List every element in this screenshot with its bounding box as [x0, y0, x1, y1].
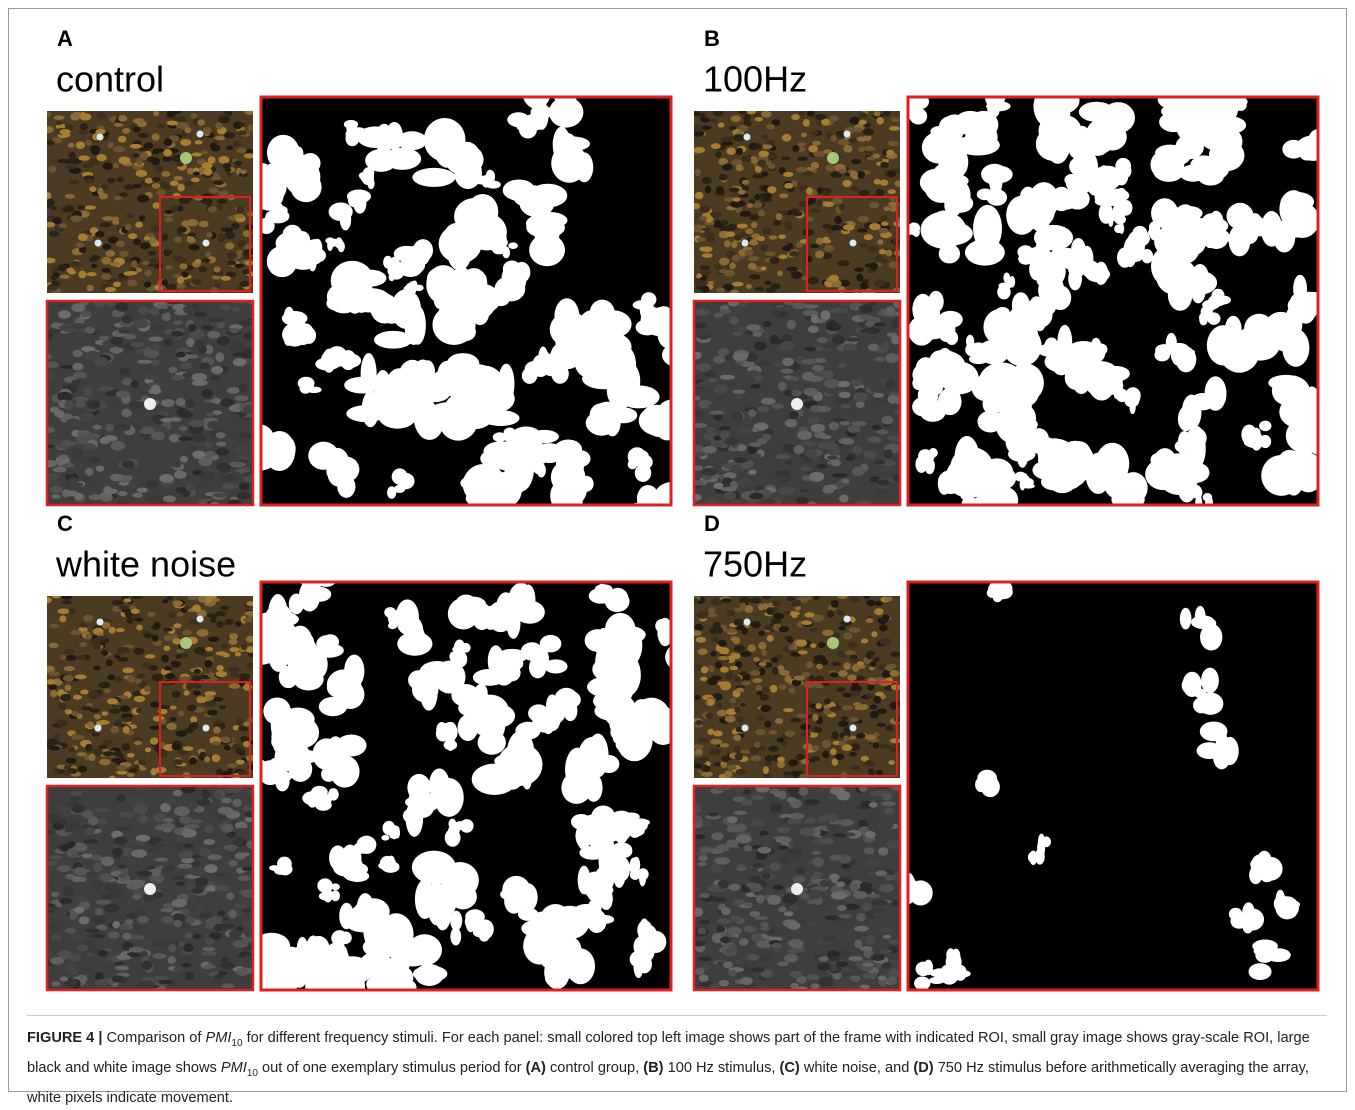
caption-text: 100 Hz stimulus,: [664, 1060, 780, 1076]
caption-text: Comparison of: [102, 1030, 205, 1046]
panel: Acontrol: [41, 26, 695, 542]
panel-letter: C: [57, 511, 73, 536]
movement-image: [239, 72, 696, 542]
gray-image: [688, 782, 905, 994]
panel-label: 750Hz: [703, 544, 807, 585]
figure: Acontrol B 100Hz Cwhite noise D 750Hz: [0, 0, 1355, 1010]
caption: FIGURE 4 | Comparison of PMI10 for diffe…: [27, 1026, 1327, 1110]
color-image: [42, 594, 256, 781]
caption-text: FIGURE 4 |: [27, 1030, 102, 1046]
gray-image: [41, 297, 260, 508]
caption-text: (D): [913, 1060, 933, 1076]
gray-image: [40, 784, 260, 991]
movement-image: [247, 557, 697, 1010]
page: Acontrol B 100Hz Cwhite noise D 750Hz FIGURE …: [0, 0, 1355, 1101]
caption-text: (C): [780, 1060, 800, 1076]
panel-letter: A: [57, 26, 73, 51]
caption-text: (B): [643, 1060, 663, 1076]
caption-text: 10: [231, 1038, 242, 1049]
panel-letter: D: [704, 511, 720, 536]
caption-text: PMI: [221, 1060, 247, 1076]
caption-text: control group,: [546, 1060, 643, 1076]
color-image: [691, 109, 906, 296]
movement-image: [901, 66, 1343, 518]
panel: Cwhite noise: [40, 511, 697, 1010]
panel-label: white noise: [55, 544, 236, 585]
caption-text: 10: [247, 1068, 258, 1079]
panel-letter: B: [704, 26, 720, 51]
caption-text: out of one exemplary stimulus period for: [258, 1060, 526, 1076]
gray-image: [687, 297, 907, 508]
panel: B 100Hz: [687, 26, 1342, 518]
color-image: [691, 593, 904, 782]
movement-image: [887, 573, 1318, 990]
panel-label: 100Hz: [703, 59, 807, 100]
caption-text: white noise, and: [800, 1060, 914, 1076]
color-image: [42, 109, 257, 295]
caption-text: PMI: [205, 1030, 231, 1046]
panel: D 750Hz: [688, 511, 1318, 994]
caption-text: (A): [526, 1060, 546, 1076]
panel-label: control: [56, 59, 164, 100]
caption-rule: [27, 1015, 1327, 1016]
